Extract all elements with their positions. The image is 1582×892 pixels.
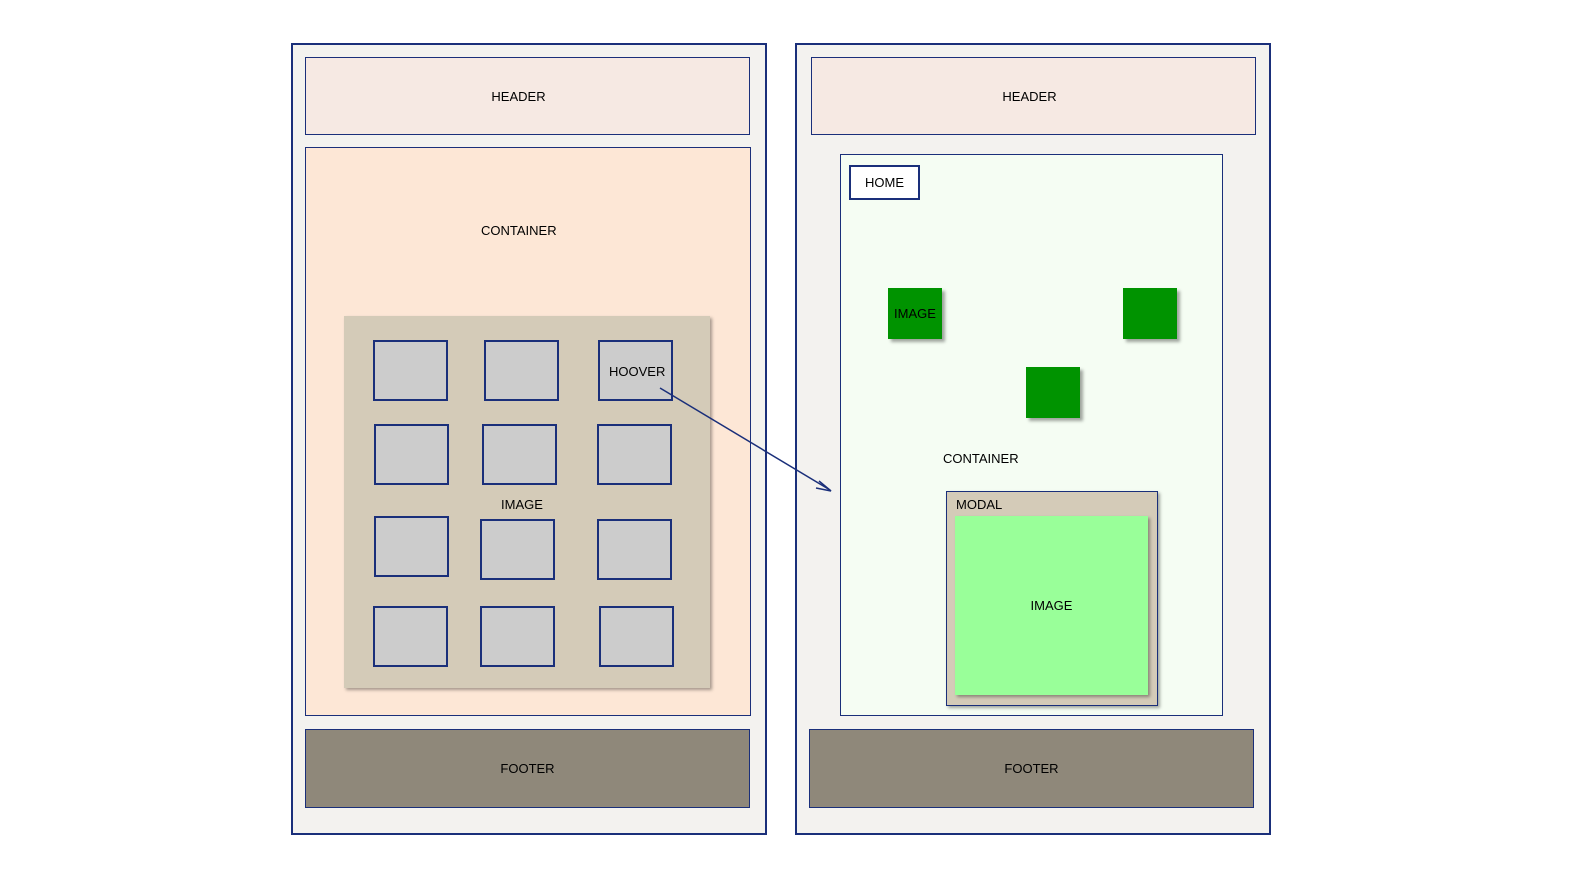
- modal-image: IMAGE: [955, 516, 1148, 695]
- home-button-label: HOME: [865, 175, 904, 190]
- thumbnail-12[interactable]: [599, 606, 674, 667]
- image-tile-3[interactable]: [1026, 367, 1080, 418]
- image-tile-2[interactable]: [1123, 288, 1177, 339]
- thumbnail-6[interactable]: [597, 424, 672, 485]
- left-header: HEADER: [305, 57, 750, 135]
- right-container-label: CONTAINER: [943, 451, 1019, 466]
- thumbnail-2[interactable]: [484, 340, 559, 401]
- left-container-label: CONTAINER: [481, 223, 557, 238]
- thumbnail-9[interactable]: [597, 519, 672, 580]
- thumbnail-5[interactable]: [482, 424, 557, 485]
- thumbnail-4[interactable]: [374, 424, 449, 485]
- thumbnail-11[interactable]: [480, 606, 555, 667]
- thumbnail-10[interactable]: [373, 606, 448, 667]
- left-footer-label: FOOTER: [500, 761, 555, 776]
- image-tile-label: IMAGE: [894, 306, 936, 321]
- right-footer: FOOTER: [809, 729, 1254, 808]
- thumbnail-7[interactable]: [374, 516, 449, 577]
- modal-title: MODAL: [956, 497, 1003, 512]
- hover-label: HOOVER: [609, 364, 666, 379]
- left-footer: FOOTER: [305, 729, 750, 808]
- left-header-label: HEADER: [491, 88, 546, 104]
- right-footer-label: FOOTER: [1004, 761, 1059, 776]
- right-header: HEADER: [811, 57, 1256, 135]
- thumbnail-hover[interactable]: HOOVER: [598, 340, 673, 401]
- modal-image-label: IMAGE: [1030, 598, 1073, 613]
- image-grid-label: IMAGE: [501, 497, 543, 512]
- image-tile-1[interactable]: IMAGE: [888, 288, 942, 339]
- thumbnail-8[interactable]: [480, 519, 555, 580]
- thumbnail-1[interactable]: [373, 340, 448, 401]
- right-header-label: HEADER: [1002, 88, 1057, 104]
- home-button[interactable]: HOME: [849, 165, 920, 200]
